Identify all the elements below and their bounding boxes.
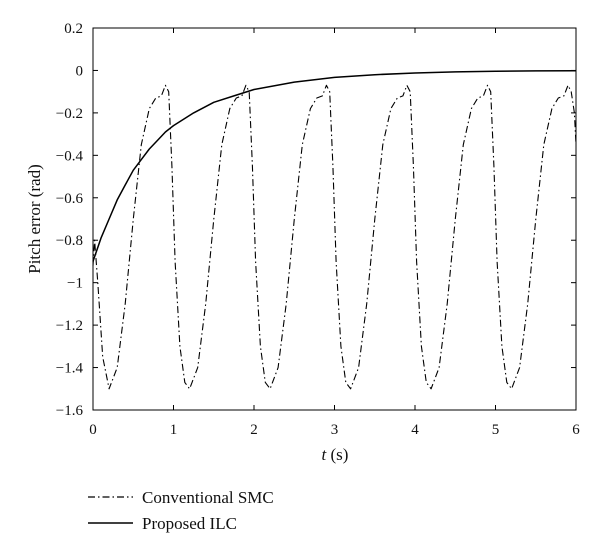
y-tick-label: −1.4	[56, 361, 84, 377]
series-line-proposed-ilc	[92, 69, 577, 262]
y-tick-label: −0.6	[56, 191, 84, 207]
legend-label-ilc: Proposed ILC	[142, 514, 237, 533]
x-tick-label: 5	[492, 422, 500, 438]
y-tick-label: 0.2	[64, 21, 83, 37]
x-tick-labels: 0 1 2 3 4 5 6	[89, 422, 580, 438]
x-axis-label-unit: (s)	[326, 445, 348, 464]
x-axis-label-symbol: t	[322, 445, 328, 464]
x-tick-label: 2	[250, 422, 258, 438]
x-tick-label: 0	[89, 422, 97, 438]
y-axis-label: Pitch error (rad)	[25, 164, 44, 274]
x-tick-label: 6	[572, 422, 580, 438]
legend: Conventional SMC Proposed ILC	[88, 488, 274, 533]
series-line-conventional-smc	[92, 84, 577, 390]
y-tick-label: 0	[76, 63, 84, 79]
y-tick-labels: 0.2 0 −0.2 −0.4 −0.6 −0.8 −1 −1.2 −1.4 −1.6	[56, 21, 84, 419]
x-tick-label: 4	[411, 422, 419, 438]
series-group	[92, 69, 577, 390]
x-tick-label: 1	[170, 422, 178, 438]
y-tick-label: −1	[67, 276, 83, 292]
y-tick-label: −0.8	[56, 233, 83, 249]
x-tick-label: 3	[331, 422, 339, 438]
axis-ticks	[92, 27, 577, 411]
y-tick-label: −1.6	[56, 403, 84, 419]
legend-label-smc: Conventional SMC	[142, 488, 274, 507]
y-tick-label: −0.2	[56, 106, 83, 122]
y-tick-label: −1.2	[56, 318, 83, 334]
y-tick-label: −0.4	[56, 148, 84, 164]
x-axis-label: t (s)	[322, 445, 349, 464]
